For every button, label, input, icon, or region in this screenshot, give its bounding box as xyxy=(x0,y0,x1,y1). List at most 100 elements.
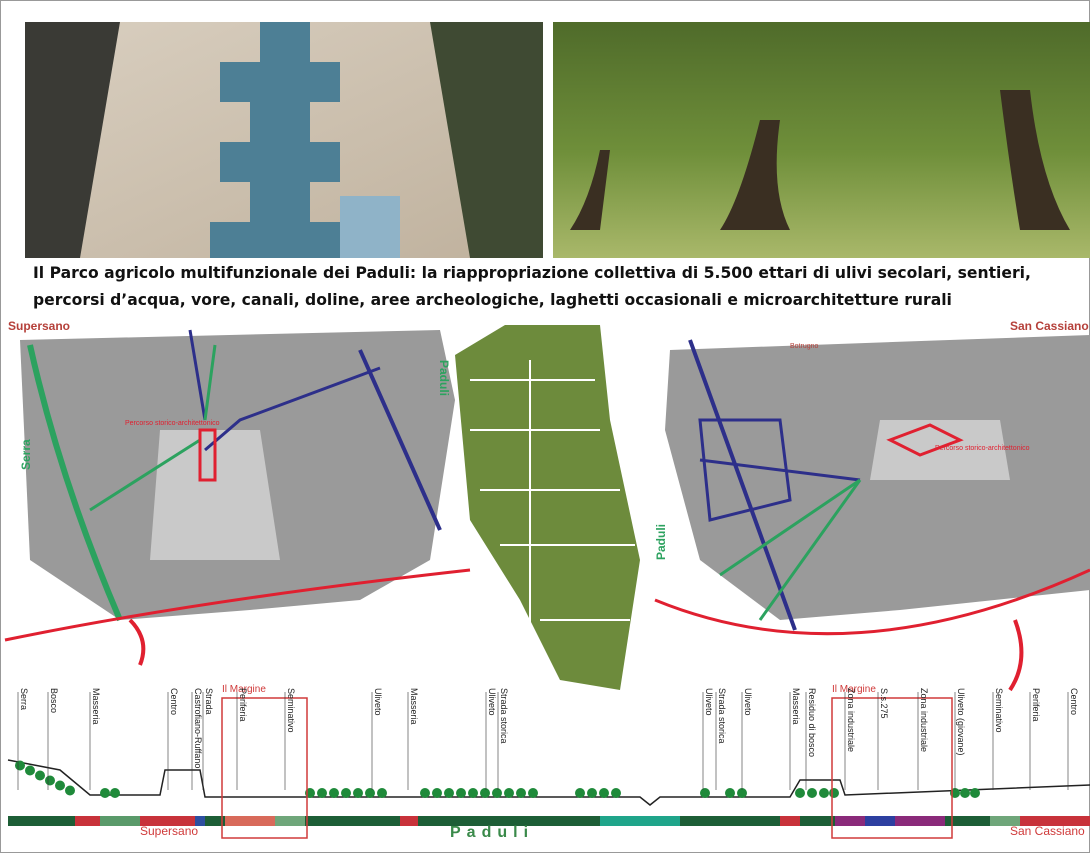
tree xyxy=(353,788,363,798)
bar-segment xyxy=(865,816,895,826)
tree xyxy=(492,788,502,798)
tree xyxy=(329,788,339,798)
bar-segment xyxy=(305,816,400,826)
tree xyxy=(587,788,597,798)
bar-segment xyxy=(990,816,1020,826)
landmark-label: Uliveto (giovane) xyxy=(956,688,966,756)
bar-segment xyxy=(1020,816,1090,826)
tree xyxy=(15,760,25,771)
tree xyxy=(819,788,829,798)
landmark-label: Strada storica xyxy=(717,688,727,744)
landmark-label: S.s.275 xyxy=(879,688,889,719)
map-san-cassiano xyxy=(654,335,1090,692)
town-label: San Cassiano xyxy=(1010,319,1089,333)
map-label: Paduli xyxy=(654,524,668,560)
tree xyxy=(575,788,585,798)
landmark-label: Uliveto xyxy=(704,688,714,716)
bar-segment xyxy=(800,816,835,826)
tree xyxy=(432,788,442,798)
bar-segment xyxy=(225,816,275,826)
map-label: Botrugno xyxy=(790,343,819,350)
tree xyxy=(420,788,430,798)
margin-label: Il Margine xyxy=(832,684,876,695)
landmark-label: Bosco xyxy=(49,688,59,713)
tree xyxy=(365,788,375,798)
tree xyxy=(528,788,538,798)
landmark-label: Uliveto xyxy=(487,688,497,716)
place-label: Paduli xyxy=(450,824,534,841)
town-label: Supersano xyxy=(8,319,70,333)
landmark-label: Residuo di bosco xyxy=(807,688,817,757)
tree xyxy=(611,788,621,798)
margin-box xyxy=(831,697,953,839)
map-label: Paduli xyxy=(437,360,451,396)
tree xyxy=(65,785,75,796)
landmark-label: Masseria xyxy=(409,688,419,725)
landmark-label: Masseria xyxy=(91,688,101,725)
landmark-label: Periferia xyxy=(238,688,248,722)
tree xyxy=(456,788,466,798)
map-supersano xyxy=(4,329,471,666)
bar-segment xyxy=(400,816,418,826)
tree xyxy=(55,780,65,791)
bar-segment xyxy=(205,816,225,826)
map-label: Percorso storico-architettonico xyxy=(935,445,1030,452)
landmark-label: Strada xyxy=(204,688,214,715)
landmark-label: Serra xyxy=(19,688,29,710)
tree xyxy=(468,788,478,798)
tree xyxy=(807,788,817,798)
tree xyxy=(970,788,980,798)
land-use-bar xyxy=(8,760,1090,826)
tree xyxy=(960,788,970,798)
bar-segment xyxy=(275,816,305,826)
landmark-label: Uliveto xyxy=(373,688,383,716)
tree xyxy=(110,788,120,798)
tree xyxy=(317,788,327,798)
tree xyxy=(725,788,735,798)
map-label: Percorso storico-architettonico xyxy=(125,420,220,427)
tree xyxy=(829,788,839,798)
landmark-label: Zona industriale xyxy=(919,688,929,752)
landmark-label: Masseria xyxy=(791,688,801,725)
tree xyxy=(377,788,387,798)
caption-line: Il Parco agricolo multifunzionale dei Pa… xyxy=(33,264,1031,282)
landmark-label: Seminativo xyxy=(286,688,296,733)
tree xyxy=(795,788,805,798)
margin-label: Il Margine xyxy=(222,684,266,695)
tree xyxy=(35,770,45,781)
place-label: Supersano xyxy=(140,824,198,838)
bar-segment xyxy=(100,816,140,826)
bar-segment xyxy=(75,816,100,826)
photo-olive-grove xyxy=(553,22,1090,258)
bar-segment xyxy=(8,816,75,826)
bar-segment xyxy=(780,816,800,826)
tree xyxy=(444,788,454,798)
tree xyxy=(504,788,514,798)
tree xyxy=(480,788,490,798)
landmark-label: Seminativo xyxy=(994,688,1004,733)
landmark-label: Centro xyxy=(169,688,179,715)
place-label: San Cassiano xyxy=(1010,824,1085,838)
caption-line: percorsi d’acqua, vore, canali, doline, … xyxy=(33,291,952,309)
bar-segment xyxy=(835,816,865,826)
landmark-label: Castrofiano-Ruffano xyxy=(193,688,203,768)
tree xyxy=(341,788,351,798)
photo-mosaic xyxy=(455,325,640,690)
tree xyxy=(516,788,526,798)
bar-segment xyxy=(140,816,195,826)
bar-segment xyxy=(195,816,205,826)
landmark-label: Strada storica xyxy=(499,688,509,744)
tree xyxy=(45,775,55,786)
bar-segment xyxy=(895,816,945,826)
bar-segment xyxy=(600,816,680,826)
tree xyxy=(25,765,35,776)
tree xyxy=(599,788,609,798)
landmark-label: Periferia xyxy=(1031,688,1041,722)
photo-meeting xyxy=(25,22,543,258)
landmark-label: Uliveto xyxy=(743,688,753,716)
map-label: Serra xyxy=(19,439,33,470)
margin-box xyxy=(221,697,308,839)
landmark-label: Centro xyxy=(1069,688,1079,715)
bar-segment xyxy=(680,816,780,826)
